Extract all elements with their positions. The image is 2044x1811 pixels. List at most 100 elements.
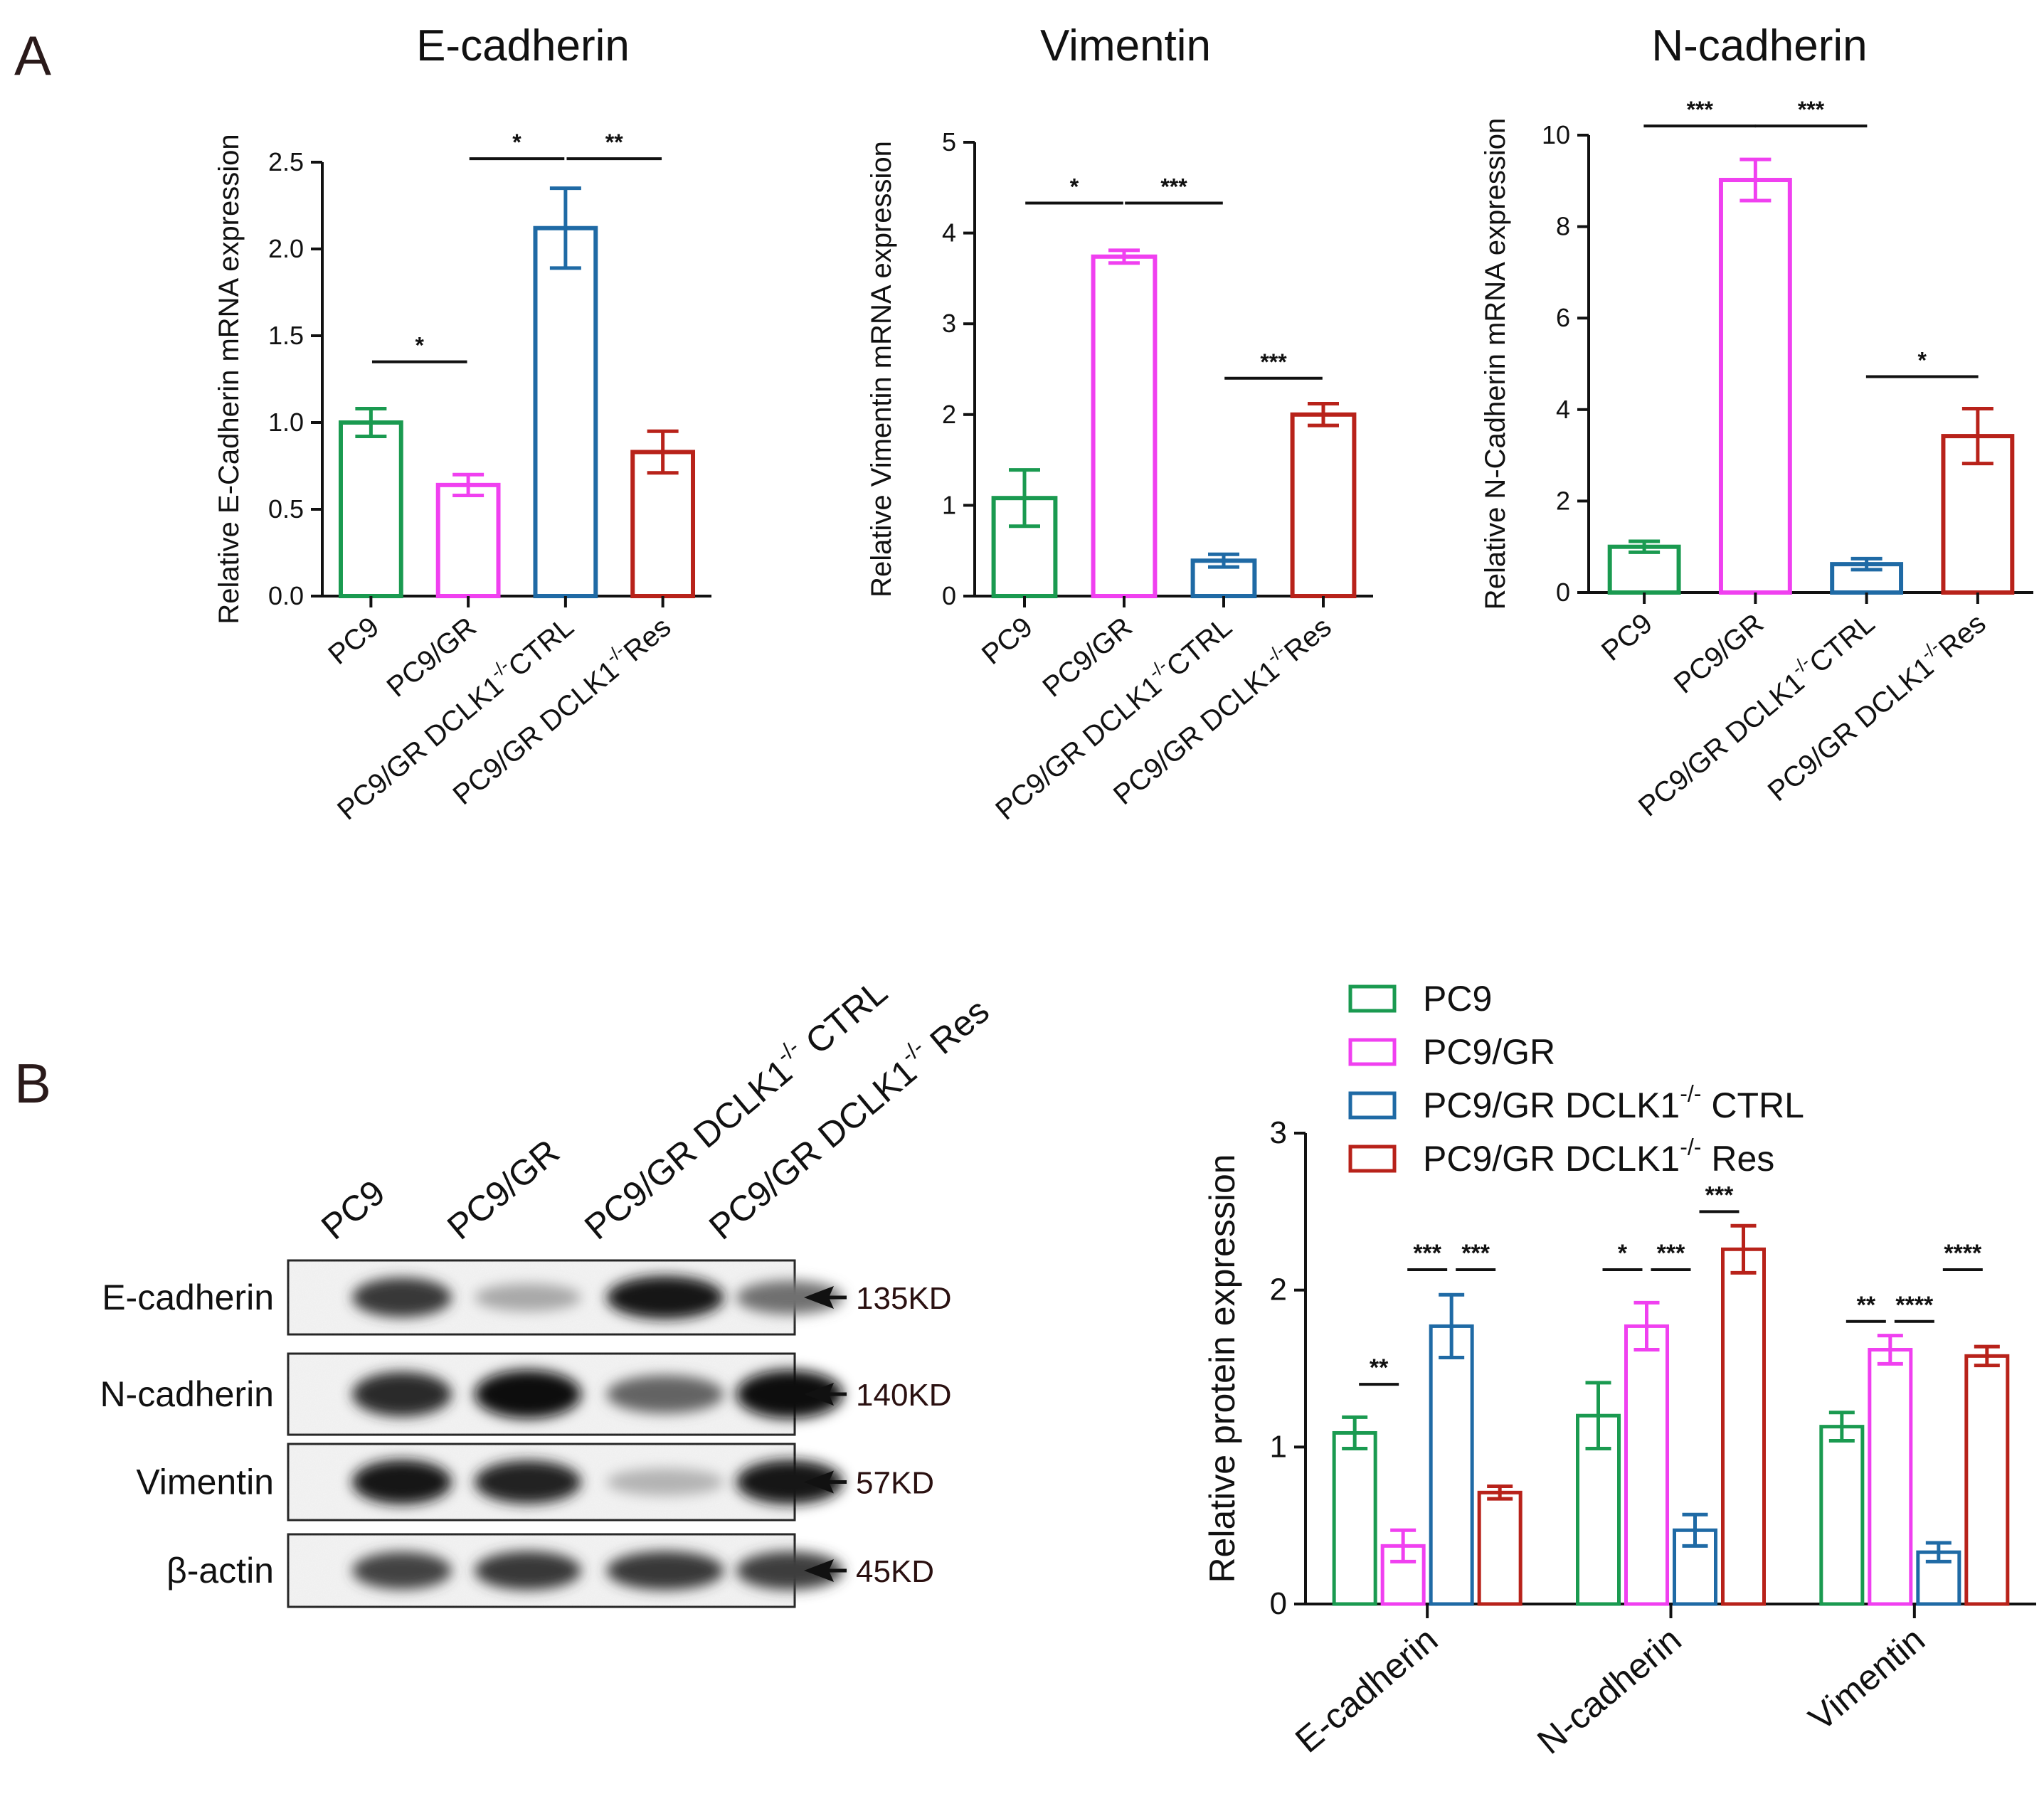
bar xyxy=(1290,412,1357,598)
bar xyxy=(435,482,501,599)
bar xyxy=(1868,1348,1913,1606)
bar xyxy=(1718,178,1792,595)
significance-label: **** xyxy=(1944,1240,1982,1267)
legend-label: PC9/GR xyxy=(1423,1032,1555,1072)
significance-label: * xyxy=(415,333,425,359)
y-tick-label: 2 xyxy=(1270,1273,1287,1307)
y-tick-label: 0.5 xyxy=(268,494,304,524)
blot-column-label-main: PC9/GR DCLK1 xyxy=(577,1051,800,1247)
legend-swatch xyxy=(1348,984,1397,1013)
y-tick-label: 0.0 xyxy=(268,581,304,610)
y-tick-label: 4 xyxy=(1556,395,1570,424)
y-tick-label: 4 xyxy=(942,218,956,248)
chart-title: Vimentin xyxy=(1040,21,1211,70)
y-axis-label: Relative E-Cadherin mRNA expression xyxy=(213,134,245,624)
chart-title: E-cadherin xyxy=(416,21,630,70)
blot-kd-label: 140KD xyxy=(856,1378,952,1413)
legend-label: PC9/GR DCLK1-/- CTRL xyxy=(1423,1081,1804,1125)
x-tick-label-main: PC9/GR DCLK1 xyxy=(332,670,509,826)
bar xyxy=(1477,1490,1523,1606)
significance-label: *** xyxy=(1260,349,1287,375)
legend-label-sup: -/- xyxy=(1680,1135,1701,1160)
legend-label-rest: CTRL xyxy=(1701,1085,1804,1125)
y-tick-label: 2.0 xyxy=(268,234,304,263)
blot-row: Vimentin 57KD xyxy=(136,1443,934,1521)
y-tick-label: 0 xyxy=(1270,1586,1287,1621)
y-tick-label: 2 xyxy=(1556,486,1570,515)
y-tick-label: 3 xyxy=(1270,1115,1287,1150)
blot-band xyxy=(606,1375,724,1413)
significance-label: * xyxy=(1618,1240,1628,1267)
significance-label: ** xyxy=(1857,1292,1876,1319)
blot-row: N-cadherin 140KD xyxy=(100,1352,952,1436)
significance-label: *** xyxy=(1687,97,1714,122)
blot-row-label: N-cadherin xyxy=(100,1374,274,1414)
y-tick-label: 5 xyxy=(942,127,956,156)
y-axis-label: Relative N-Cadherin mRNA expression xyxy=(1480,118,1511,610)
x-tick-label-main: PC9/GR DCLK1 xyxy=(1108,655,1286,811)
significance-label: * xyxy=(512,129,521,155)
arrow-icon xyxy=(804,1470,834,1494)
bar xyxy=(338,420,403,598)
x-tick-label-main: PC9 xyxy=(976,611,1039,671)
chart-a-3: N-cadherin 0 2 4 6 8 10 Relative N-Cadherin mRN… xyxy=(1480,21,2033,823)
significance-label: * xyxy=(1070,174,1079,199)
blot-kd-label: 57KD xyxy=(856,1466,934,1501)
blot-band xyxy=(606,1275,724,1319)
blot-column-label: PC9/GR xyxy=(440,1132,567,1248)
significance-label: *** xyxy=(1413,1240,1441,1267)
bar xyxy=(1429,1324,1474,1606)
legend-label-main: PC9 xyxy=(1423,979,1492,1019)
y-axis-label: Relative Vimentin mRNA expression xyxy=(866,141,897,598)
y-tick-label: 3 xyxy=(942,309,956,338)
significance-label: *** xyxy=(1461,1240,1490,1267)
legend-label-main: PC9/GR DCLK1 xyxy=(1423,1085,1680,1125)
arrow-icon xyxy=(804,1559,834,1582)
significance-label: *** xyxy=(1705,1181,1734,1209)
y-tick-label: 1 xyxy=(942,490,956,519)
y-tick-label: 0 xyxy=(942,581,956,610)
blot-row: E-cadherin 135KD xyxy=(102,1259,952,1336)
blot-row-label: E-cadherin xyxy=(102,1278,274,1317)
y-tick-label: 6 xyxy=(1556,303,1570,332)
blot-band xyxy=(736,1460,843,1504)
y-tick-label: 1.0 xyxy=(268,408,304,437)
bar xyxy=(1091,254,1158,598)
blot-band xyxy=(352,1371,452,1417)
blot-band xyxy=(352,1551,452,1590)
legend-swatch xyxy=(1348,1091,1397,1120)
blot-column-label-main: PC9 xyxy=(314,1172,393,1247)
blot-band xyxy=(475,1551,581,1590)
y-tick-label: 1 xyxy=(1270,1429,1287,1464)
panel-label-a: A xyxy=(14,24,51,87)
x-tick-label-rest: CTRL xyxy=(502,611,579,683)
y-axis-label: Relative protein expression xyxy=(1202,1154,1242,1583)
x-tick-label-main: PC9/GR xyxy=(1037,611,1138,703)
panel-label-b: B xyxy=(14,1052,51,1115)
bar xyxy=(1332,1430,1377,1606)
significance-label: ** xyxy=(605,129,623,155)
x-tick-label-main: PC9/GR DCLK1 xyxy=(447,655,625,811)
x-tick-label: PC9 xyxy=(976,611,1039,671)
bar xyxy=(1624,1324,1669,1606)
blot-band xyxy=(606,1468,724,1496)
y-tick-label: 0 xyxy=(1556,578,1570,607)
blot-band xyxy=(352,1278,452,1317)
significance-label: *** xyxy=(1160,174,1187,199)
y-tick-label: 8 xyxy=(1556,212,1570,241)
blot-row: β-actin 45KD xyxy=(166,1533,934,1608)
x-tick-label: PC9/GR xyxy=(1668,607,1769,699)
blot-column-label-main: PC9/GR DCLK1 xyxy=(701,1051,924,1247)
blot-kd-label: 45KD xyxy=(856,1554,934,1589)
blot-band xyxy=(352,1460,452,1504)
legend-label-main: PC9/GR DCLK1 xyxy=(1423,1139,1680,1179)
legend-label-main: PC9/GR xyxy=(1423,1032,1555,1072)
bar xyxy=(1819,1425,1865,1606)
legend-label: PC9/GR DCLK1-/- Res xyxy=(1423,1135,1774,1179)
blot-row-label: β-actin xyxy=(166,1551,274,1590)
significance-label: *** xyxy=(1798,97,1825,122)
x-tick-label-main: PC9 xyxy=(1596,607,1658,667)
significance-label: **** xyxy=(1895,1292,1934,1319)
